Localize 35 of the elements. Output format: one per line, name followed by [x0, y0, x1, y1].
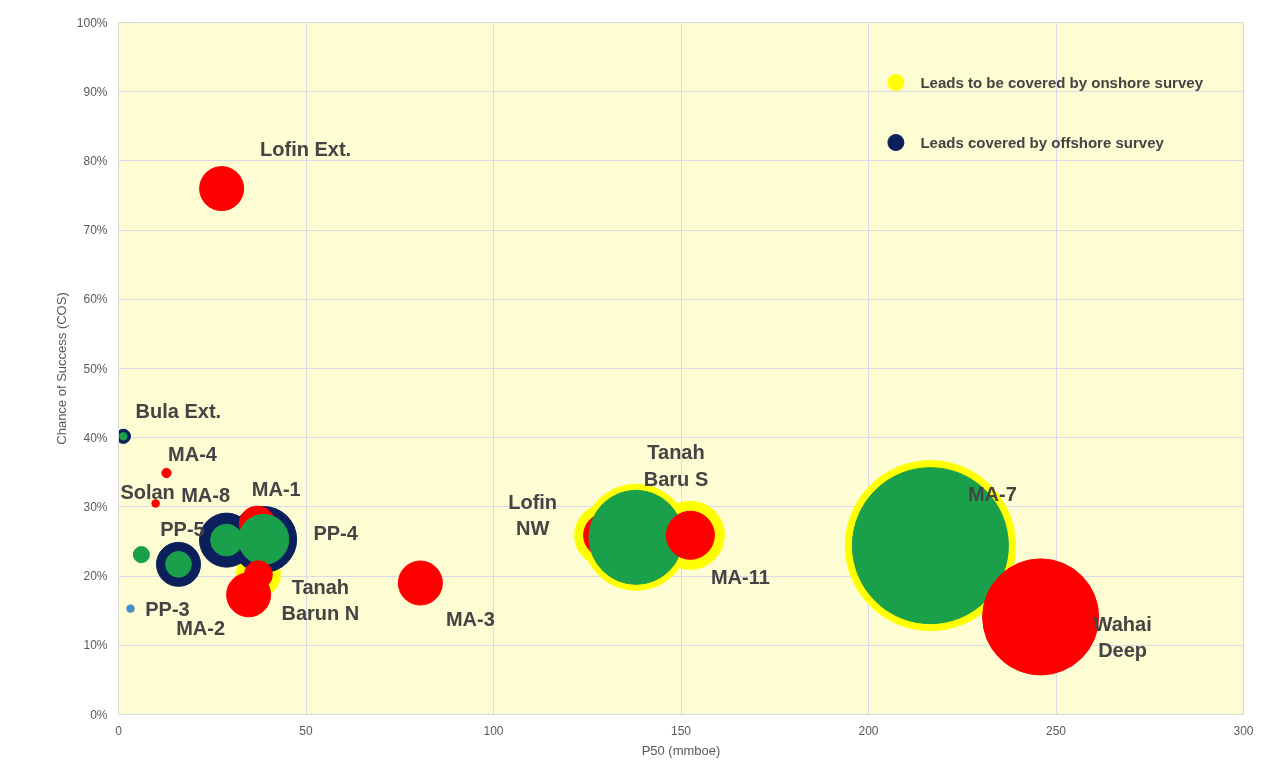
y-axis-title: Chance of Success (COS)	[53, 292, 69, 445]
annotation: MA-4	[168, 442, 218, 465]
annotation: PP-4	[313, 522, 359, 545]
legend-label: Leads to be covered by onshore survey	[920, 73, 1203, 91]
annotation: MA-7	[967, 482, 1017, 505]
annotation: MA-1	[251, 478, 301, 501]
y-tick-label: 90%	[83, 84, 108, 99]
y-tick-label: 70%	[83, 223, 108, 238]
legend-label: Leads covered by offshore survey	[920, 133, 1164, 151]
annotation: Bula Ext.	[135, 400, 222, 423]
y-tick-label: 20%	[83, 569, 108, 584]
y-tick-label: 40%	[83, 430, 108, 445]
x-axis-title: P50 (mmboe)	[641, 742, 721, 758]
annotation: Lofin Ext.	[260, 137, 352, 160]
y-tick-label: 30%	[83, 499, 108, 514]
y-tick-label: 50%	[83, 361, 108, 376]
x-tick-label: 150	[670, 723, 692, 738]
y-tick-label: 100%	[76, 15, 108, 30]
x-tick-label: 300	[1233, 723, 1254, 738]
annotation: MA-8	[181, 484, 231, 507]
annotation: Solan	[120, 480, 175, 503]
x-tick-label: 200	[858, 723, 879, 738]
annotation: Tanah Baru S	[643, 441, 709, 490]
annotation: Tanah Barun N	[281, 575, 360, 624]
x-tick-label: 50	[299, 723, 313, 738]
annotation: Lofin NW	[508, 491, 558, 540]
x-tick-label: 100	[483, 723, 504, 738]
x-tick-label: 0	[115, 723, 123, 738]
y-tick-label: 80%	[83, 153, 108, 168]
annotation: MA-11	[710, 566, 770, 589]
annotation: MA-3	[445, 608, 495, 631]
y-tick-label: 10%	[83, 638, 108, 653]
y-tick-label: 60%	[83, 292, 108, 307]
x-tick-label: 250	[1045, 723, 1067, 738]
y-tick-label: 0%	[90, 707, 108, 722]
